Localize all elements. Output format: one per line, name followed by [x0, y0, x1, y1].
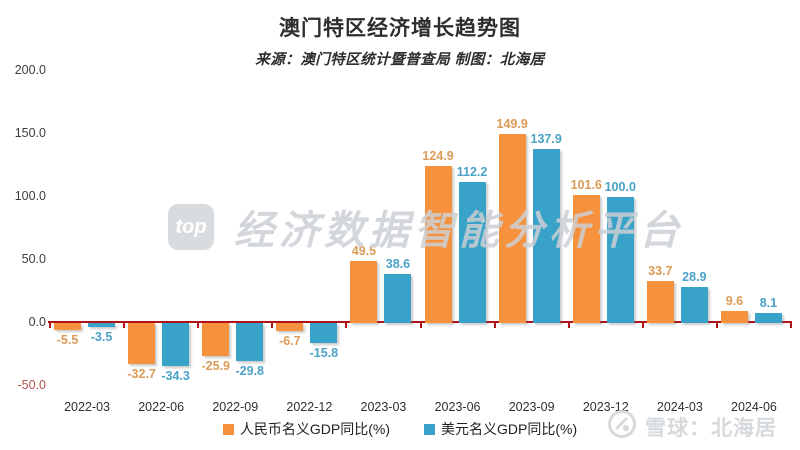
x-axis-tick: [271, 323, 274, 328]
bar-value-label: -32.7: [127, 367, 156, 382]
bar-usd-2022-09: [236, 323, 264, 361]
bar-usd-2024-06: [754, 312, 782, 323]
bar-usd-2023-12: [606, 197, 634, 323]
legend-label-usd: 美元名义GDP同比(%): [441, 421, 578, 437]
y-tick-label: 50.0: [21, 252, 46, 266]
legend-swatch-cny: [222, 423, 234, 435]
bar-value-label: -5.5: [56, 332, 79, 347]
bar-value-label: 33.7: [648, 263, 673, 278]
x-axis-tick: [790, 323, 792, 328]
bar-cny-2022-09: [202, 323, 230, 356]
legend-item-cny: 人民币名义GDP同比(%): [222, 419, 390, 439]
bar-value-label: -6.7: [279, 334, 301, 349]
bar-usd-2023-06: [458, 181, 486, 323]
bar-value-label: 28.9: [682, 269, 707, 284]
x-axis-tick: [49, 323, 51, 328]
bar-cny-2023-09: [498, 134, 526, 323]
chart-subtitle: 来源：澳门特区统计暨普查局 制图：北海居: [255, 52, 545, 68]
bar-cny-2024-06: [720, 310, 748, 323]
x-axis-tick: [641, 323, 644, 328]
bar-usd-2022-06: [162, 323, 190, 367]
x-tick-label: 2023-06: [434, 400, 481, 414]
bar-value-label: 124.9: [422, 148, 454, 163]
x-axis-tick: [567, 323, 570, 328]
bar-value-label: 137.9: [530, 132, 562, 147]
bar-cny-2023-03: [350, 260, 378, 323]
bar-usd-2022-03: [88, 323, 116, 328]
x-axis-tick: [715, 323, 718, 328]
legend-swatch-usd: [424, 423, 435, 435]
x-tick-label: 2023-12: [582, 400, 629, 414]
x-tick-label: 2023-09: [508, 400, 555, 414]
bar-value-label: -34.3: [161, 369, 190, 384]
x-tick-label: 2022-06: [138, 400, 185, 414]
bar-value-label: 100.0: [604, 180, 636, 194]
bar-value-label: -25.9: [201, 358, 231, 373]
bar-cny-2022-12: [276, 323, 304, 332]
x-tick-label: 2024-03: [656, 400, 703, 414]
x-tick-label: 2023-03: [360, 400, 407, 414]
y-tick-label: 0.0: [28, 315, 46, 329]
y-tick-label: 200.0: [14, 63, 46, 77]
bar-cny-2024-03: [646, 280, 674, 323]
x-axis-tick: [197, 323, 200, 328]
bar-value-label: -15.8: [309, 345, 339, 360]
x-tick-label: 2022-09: [212, 400, 259, 414]
x-axis-tick: [345, 323, 348, 328]
bar-value-label: -29.8: [235, 363, 265, 378]
bar-value-label: 112.2: [456, 164, 488, 179]
bar-value-label: 101.6: [570, 177, 602, 192]
x-tick-label: 2024-06: [731, 400, 777, 414]
bar-cny-2023-06: [424, 165, 452, 323]
x-tick-label: 2022-03: [64, 400, 110, 414]
x-axis-tick: [493, 323, 496, 328]
x-axis-tick: [123, 323, 126, 328]
bar-value-label: 9.6: [725, 293, 744, 308]
bar-usd-2024-03: [680, 286, 708, 323]
bar-usd-2023-09: [532, 149, 560, 323]
top-logo-icon: top: [168, 204, 214, 250]
bar-cny-2023-12: [572, 194, 600, 323]
y-tick-label: 150.0: [14, 126, 46, 140]
legend-label-cny: 人民币名义GDP同比(%): [239, 421, 390, 437]
x-tick-label: 2022-12: [286, 400, 333, 414]
bar-cny-2022-06: [128, 323, 156, 365]
bar-usd-2022-12: [310, 323, 338, 343]
y-tick-label: 100.0: [14, 189, 46, 203]
bar-value-label: 49.5: [351, 243, 377, 258]
bar-cny-2022-03: [54, 323, 82, 330]
bar-value-label: -3.5: [90, 330, 113, 345]
bar-usd-2023-03: [384, 274, 412, 323]
bar-value-label: 149.9: [496, 117, 528, 132]
chart-title: 澳门特区经济增长趋势图: [279, 17, 521, 40]
bar-value-label: 38.6: [385, 257, 411, 272]
bar-value-label: 8.1: [759, 295, 778, 310]
x-axis-tick: [419, 323, 422, 328]
y-tick-label: -50.0: [17, 378, 47, 392]
chart-legend: 人民币名义GDP同比(%) 美元名义GDP同比(%): [0, 419, 800, 439]
zero-axis-line: [48, 321, 792, 323]
legend-item-usd: 美元名义GDP同比(%): [424, 419, 577, 439]
